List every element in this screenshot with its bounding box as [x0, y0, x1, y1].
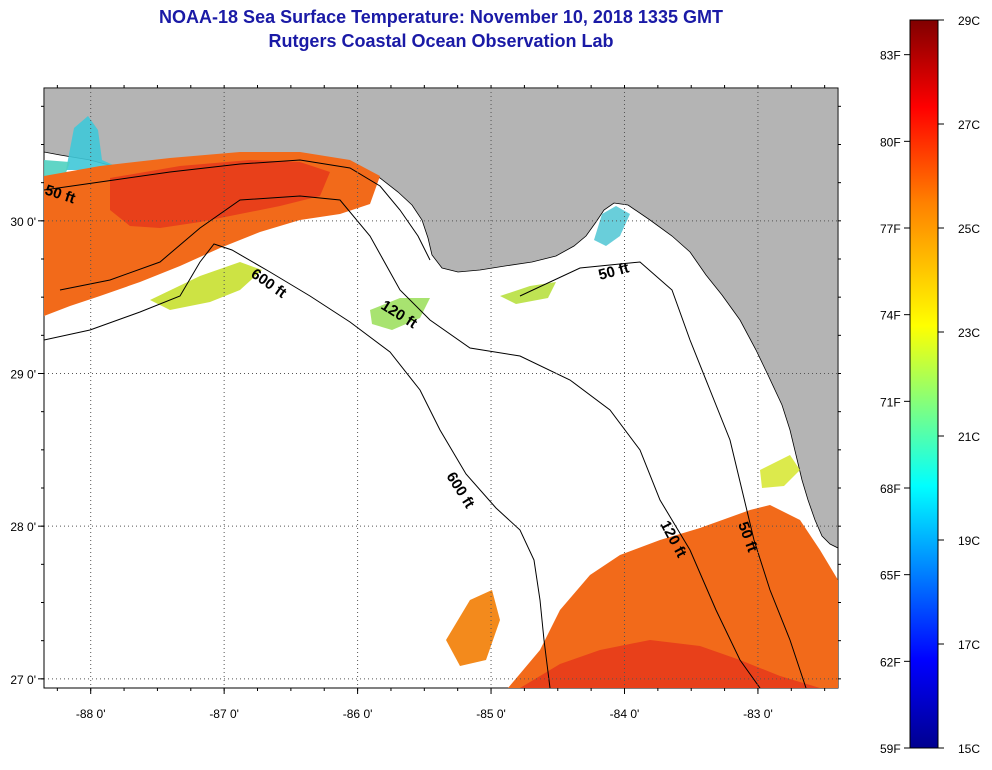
colorbar-fahrenheit-label: 83F — [880, 49, 901, 63]
colorbar-celsius-label: 29C — [958, 14, 980, 28]
x-tick-label: -83 0' — [743, 707, 773, 721]
colorbar-celsius-label: 25C — [958, 222, 980, 236]
sst-warm-region — [508, 505, 838, 688]
colorbar-fahrenheit-label: 62F — [880, 655, 901, 669]
sst-hot-region — [520, 640, 820, 688]
colorbar-fahrenheit-label: 77F — [880, 222, 901, 236]
sst-warm-patch — [446, 590, 500, 666]
graticule — [44, 88, 838, 688]
x-tick-label: -87 0' — [209, 707, 239, 721]
sst-mild-patch — [760, 455, 800, 488]
x-tick-label: -88 0' — [76, 707, 106, 721]
sst-cool-patch — [594, 206, 630, 246]
colorbar-celsius-label: 23C — [958, 326, 980, 340]
sst-mild-patch — [150, 262, 262, 310]
contour-120ft — [59, 195, 761, 688]
colorbar-celsius-label: 21C — [958, 430, 980, 444]
colorbar-celsius-label: 15C — [958, 742, 980, 756]
colorbar-fahrenheit-label: 68F — [880, 482, 901, 496]
colorbar-fahrenheit-labels: 83F 80F 77F 74F 71F 68F 65F 62F 59F — [880, 49, 910, 756]
sst-mild-patch — [500, 282, 556, 304]
colorbar-celsius-labels: 29C 27C 25C 23C 21C 19C 17C 15C — [938, 14, 980, 756]
colorbar-celsius-label: 17C — [958, 638, 980, 652]
y-axis: 30 0' 29 0' 28 0' 27 0' — [10, 105, 841, 687]
colorbar-fahrenheit-label: 59F — [880, 742, 901, 756]
y-tick-label: 27 0' — [10, 673, 36, 687]
y-tick-label: 30 0' — [10, 215, 36, 229]
colorbar-fahrenheit-label: 71F — [880, 395, 901, 409]
x-tick-label: -86 0' — [343, 707, 373, 721]
sst-cool-patch — [66, 116, 120, 170]
colorbar-celsius-label: 19C — [958, 534, 980, 548]
map-title: NOAA-18 Sea Surface Temperature: Novembe… — [159, 7, 723, 27]
sst-mild-patch — [370, 298, 430, 330]
map-subtitle: Rutgers Coastal Ocean Observation Lab — [268, 31, 614, 51]
colorbar-fahrenheit-label: 80F — [880, 135, 901, 149]
colorbar-fahrenheit-label: 65F — [880, 569, 901, 583]
x-axis: -88 0' -87 0' -86 0' -85 0' -84 0' -83 0' — [56, 85, 826, 721]
sst-hot-core — [110, 160, 330, 228]
contour-600ft — [44, 243, 551, 688]
colorbar — [909, 19, 939, 749]
contour-50ft-east — [519, 261, 807, 688]
x-tick-label: -85 0' — [476, 707, 506, 721]
colorbar-fahrenheit-label: 74F — [880, 309, 901, 323]
x-tick-label: -84 0' — [610, 707, 640, 721]
y-tick-label: 28 0' — [10, 520, 36, 534]
colorbar-celsius-label: 27C — [958, 118, 980, 132]
y-tick-label: 29 0' — [10, 367, 36, 381]
contour-50ft-west — [44, 159, 431, 261]
